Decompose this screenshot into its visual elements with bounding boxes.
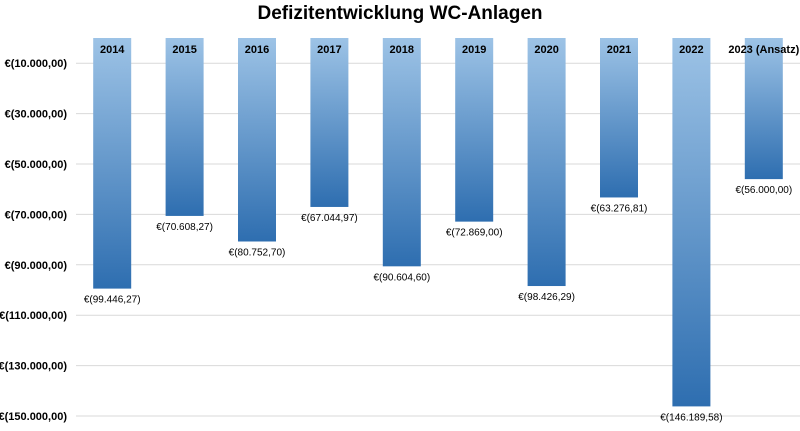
- bar-2023: [744, 38, 783, 180]
- category-label: 2019: [462, 44, 486, 56]
- bar-2018: [382, 38, 421, 267]
- category-label: 2017: [317, 44, 341, 56]
- bar-2016: [238, 38, 276, 242]
- labels: €(10.000,00) €(30.000,00) €(50.000,00) €(70…: [0, 44, 800, 423]
- data-label: €(146.189,58): [660, 412, 722, 423]
- data-label: €(99.446,27): [84, 295, 141, 306]
- y-tick-label: €(50.000,00): [5, 159, 68, 171]
- data-label: €(67.044,97): [301, 213, 358, 224]
- data-label: €(72.869,00): [446, 228, 503, 239]
- y-tick-label: €(110.000,00): [0, 310, 67, 322]
- y-tick-label: €(70.000,00): [5, 209, 68, 221]
- data-label: €(70.608,27): [156, 222, 213, 233]
- category-label: 2016: [245, 44, 269, 56]
- bar-2021: [600, 38, 638, 198]
- category-label: 2015: [172, 44, 196, 56]
- data-label: €(98.426,29): [518, 292, 575, 303]
- data-label: €(90.604,60): [373, 272, 430, 283]
- chart-title: Defizitentwicklung WC-Anlagen: [257, 3, 543, 24]
- category-label: 2023 (Ansatz): [728, 44, 799, 56]
- y-tick-label: €(30.000,00): [5, 109, 68, 121]
- data-label: €(56.000,00): [735, 185, 792, 196]
- bar-2019: [455, 38, 494, 222]
- category-label: 2022: [679, 44, 703, 56]
- bar-2017: [310, 38, 349, 207]
- bars: [93, 38, 783, 407]
- category-label: 2014: [100, 44, 125, 56]
- category-label: 2021: [607, 44, 631, 56]
- bar-2014: [93, 38, 132, 289]
- bar-2020: [527, 38, 566, 287]
- bar-2022: [672, 38, 711, 407]
- y-tick-label: €(150.000,00): [0, 411, 67, 423]
- y-tick-label: €(130.000,00): [0, 361, 67, 373]
- data-label: €(80.752,70): [229, 247, 286, 258]
- y-tick-label: €(10.000,00): [5, 58, 68, 70]
- bar-2015: [165, 38, 204, 216]
- data-label: €(63.276,81): [591, 203, 648, 214]
- category-label: 2020: [534, 44, 558, 56]
- category-label: 2018: [390, 44, 414, 56]
- y-tick-label: €(90.000,00): [5, 260, 68, 272]
